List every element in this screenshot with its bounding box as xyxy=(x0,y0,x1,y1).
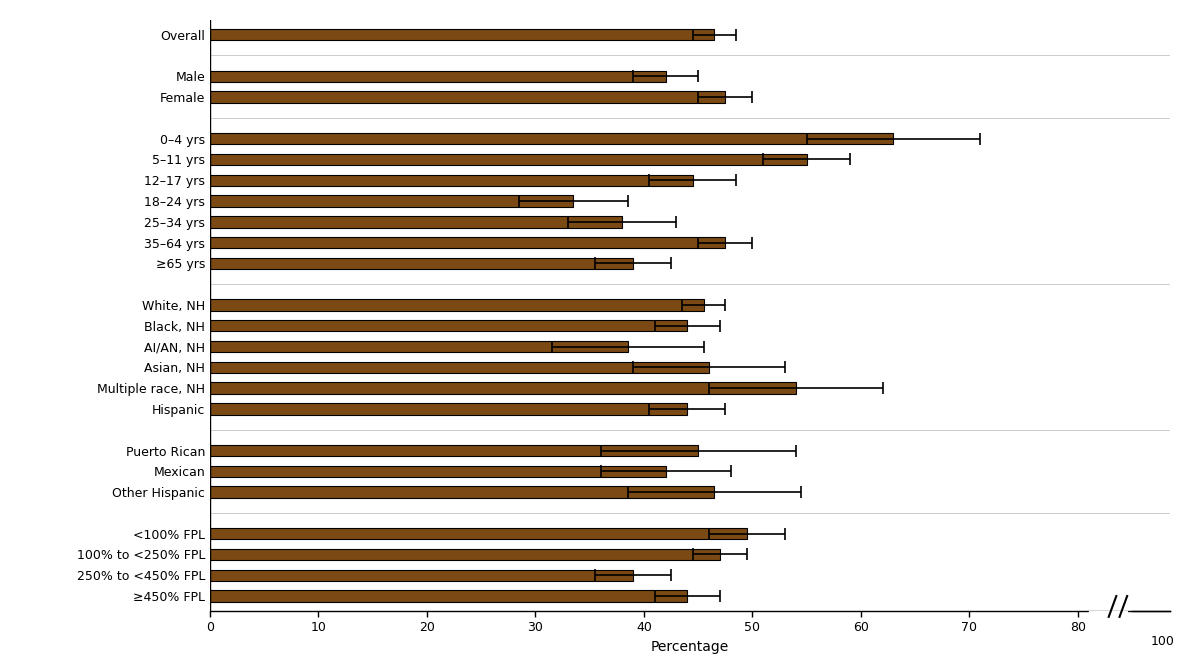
Bar xyxy=(210,486,714,498)
Text: 100: 100 xyxy=(1151,635,1175,648)
Bar xyxy=(210,528,746,539)
Bar xyxy=(210,362,709,373)
Bar xyxy=(1088,611,1127,621)
Bar xyxy=(210,133,893,144)
Bar xyxy=(210,549,720,560)
Bar xyxy=(210,445,698,456)
X-axis label: Percentage: Percentage xyxy=(650,639,730,654)
Bar xyxy=(210,382,796,394)
Bar xyxy=(210,195,574,207)
Bar xyxy=(210,466,666,477)
Bar xyxy=(210,403,688,415)
Bar xyxy=(210,91,725,103)
Bar xyxy=(210,320,688,331)
Bar xyxy=(210,154,806,165)
Bar xyxy=(210,29,714,40)
Bar xyxy=(210,570,634,581)
Bar xyxy=(210,174,692,186)
Bar xyxy=(210,299,703,311)
Bar xyxy=(210,216,623,227)
Bar xyxy=(210,258,634,269)
Bar xyxy=(210,70,666,82)
Bar xyxy=(210,590,688,602)
Bar xyxy=(210,341,628,352)
Bar xyxy=(210,237,725,248)
